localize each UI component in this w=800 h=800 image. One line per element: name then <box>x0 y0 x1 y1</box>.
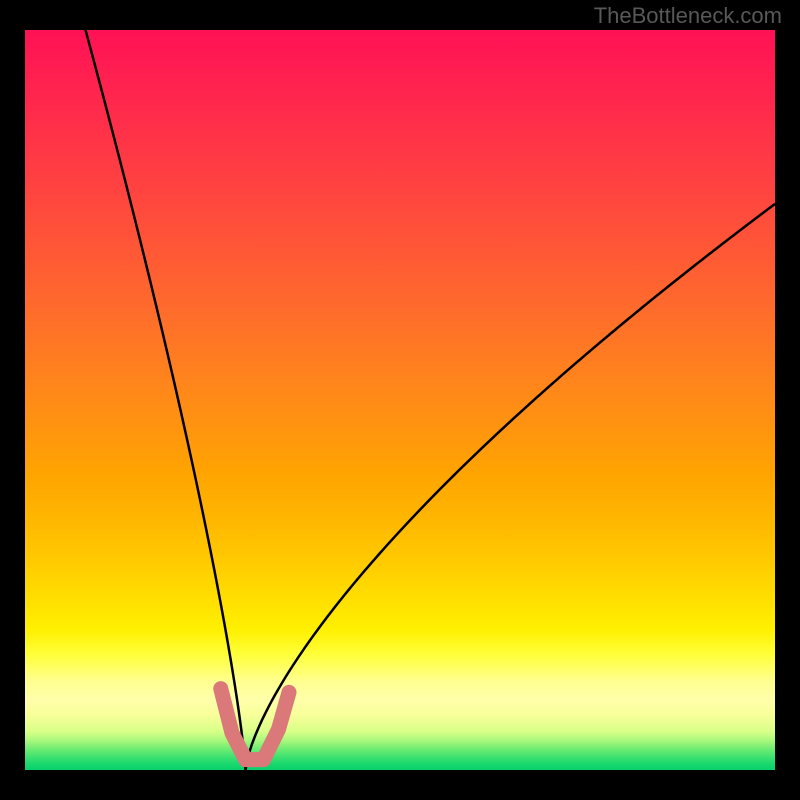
gradient-background <box>25 30 775 770</box>
chart-container: TheBottleneck.com <box>0 0 800 800</box>
plot-area <box>25 30 775 770</box>
watermark-text: TheBottleneck.com <box>594 3 782 29</box>
